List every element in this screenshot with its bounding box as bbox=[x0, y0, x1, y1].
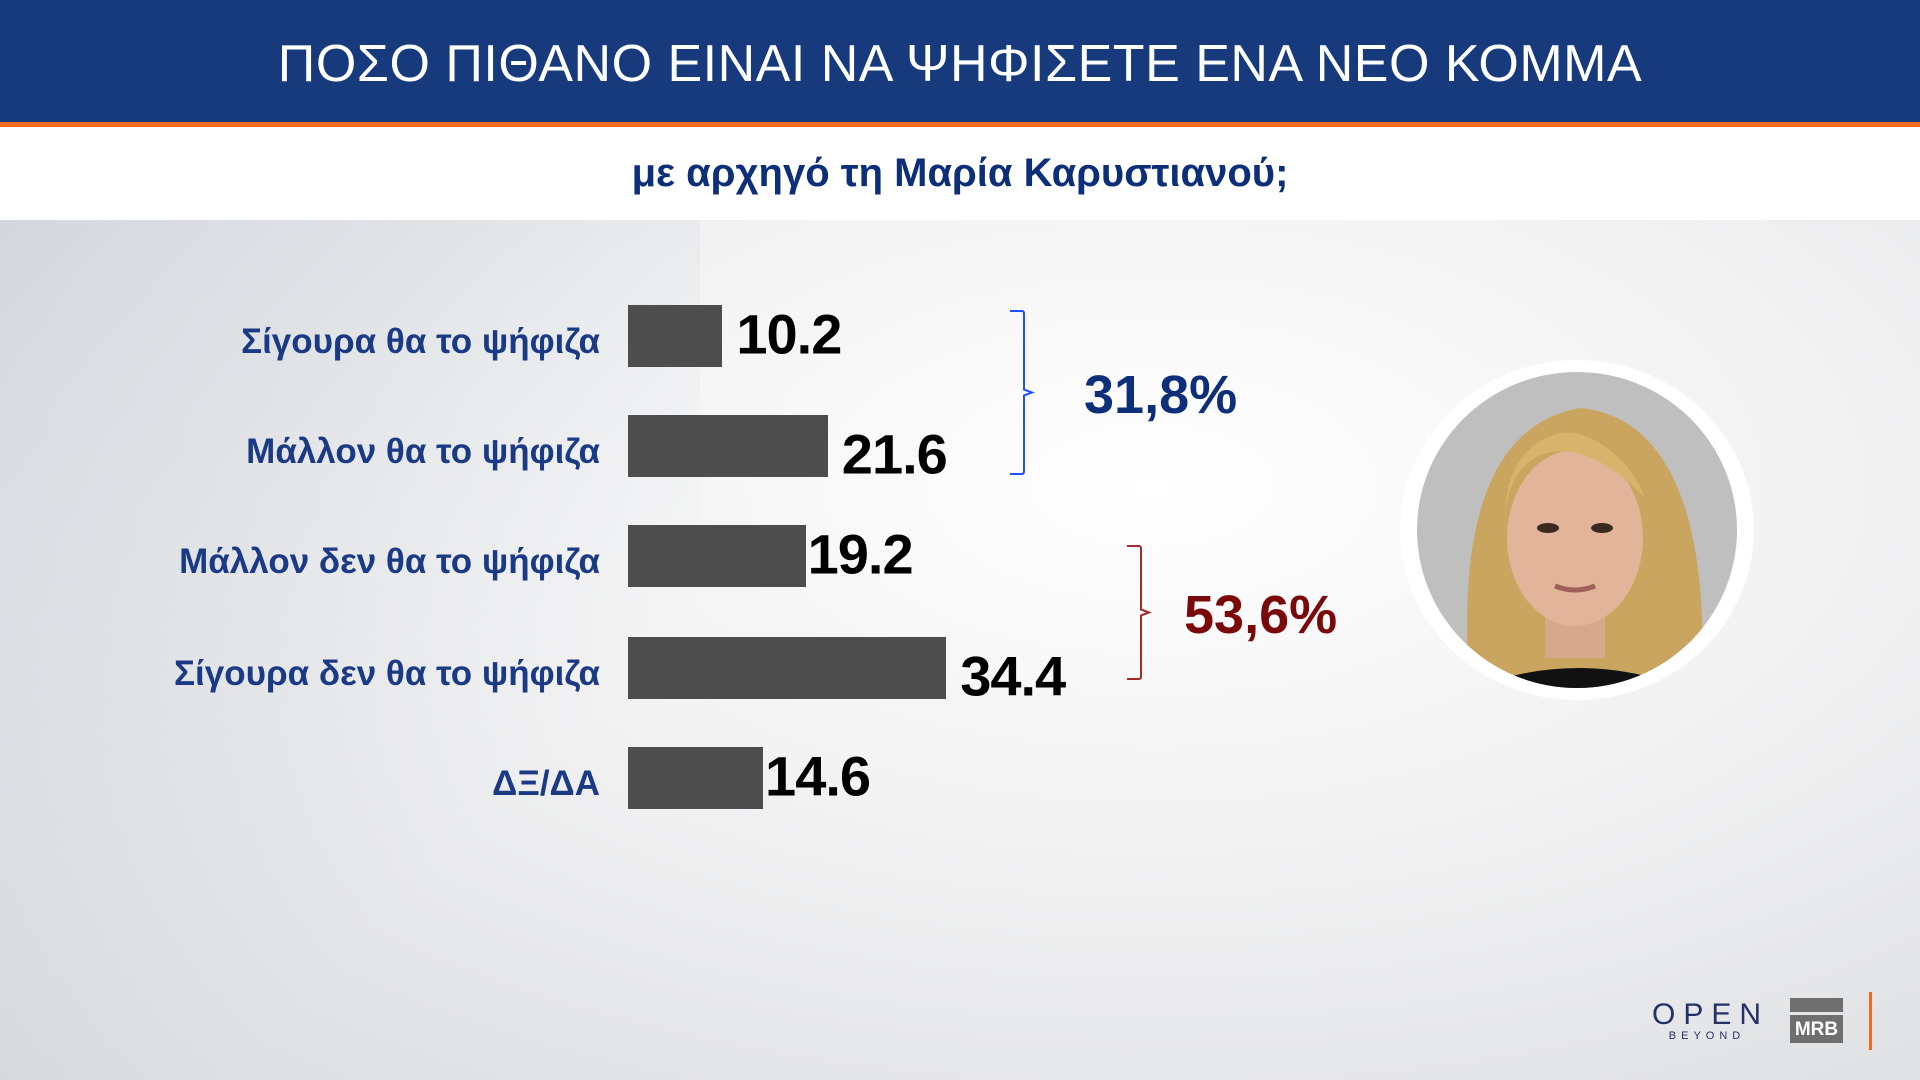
open-logo: OPEN BEYOND bbox=[1652, 998, 1770, 1043]
portrait-photo bbox=[1400, 360, 1754, 700]
value-label: 21.6 bbox=[841, 422, 948, 486]
value-label: 14.6 bbox=[765, 744, 871, 808]
value-label: 34.4 bbox=[960, 644, 1066, 708]
mrb-logo: MRB bbox=[1790, 998, 1843, 1043]
value-label: 10.2 bbox=[736, 302, 842, 366]
header-bar: ΠΟΣΟ ΠΙΘΑΝΟ ΕΙΝΑΙ ΝΑ ΨΗΦΙΣΕΤΕ ΕΝΑ ΝΕΟ ΚΟ… bbox=[0, 0, 1920, 122]
bar bbox=[628, 747, 764, 809]
bar bbox=[628, 305, 723, 367]
bar bbox=[628, 525, 806, 587]
group-total-label: 31,8% bbox=[1084, 364, 1238, 425]
category-label: Σίγουρα δεν θα το ψήφιζα bbox=[174, 654, 600, 693]
accent-divider bbox=[1869, 992, 1872, 1050]
subtitle-band: με αρχηγό τη Μαρία Καρυστιανού; bbox=[0, 127, 1920, 220]
bar bbox=[628, 415, 828, 477]
category-label: Σίγουρα θα το ψήφιζα bbox=[241, 322, 600, 361]
category-label: ΔΞ/ΔΑ bbox=[492, 764, 600, 803]
page-subtitle: με αρχηγό τη Μαρία Καρυστιανού; bbox=[631, 151, 1289, 195]
group-bracket bbox=[1127, 545, 1152, 680]
background-decoration bbox=[0, 220, 700, 1080]
group-total-label: 53,6% bbox=[1184, 584, 1338, 645]
bar bbox=[628, 637, 947, 699]
value-label: 19.2 bbox=[807, 522, 914, 586]
category-label: Μάλλον δεν θα το ψήφιζα bbox=[179, 542, 600, 581]
group-bracket bbox=[1010, 310, 1035, 475]
page-title: ΠΟΣΟ ΠΙΘΑΝΟ ΕΙΝΑΙ ΝΑ ΨΗΦΙΣΕΤΕ ΕΝΑ ΝΕΟ ΚΟ… bbox=[277, 35, 1643, 93]
accent-line bbox=[0, 122, 1920, 127]
category-label: Μάλλον θα το ψήφιζα bbox=[246, 432, 600, 471]
